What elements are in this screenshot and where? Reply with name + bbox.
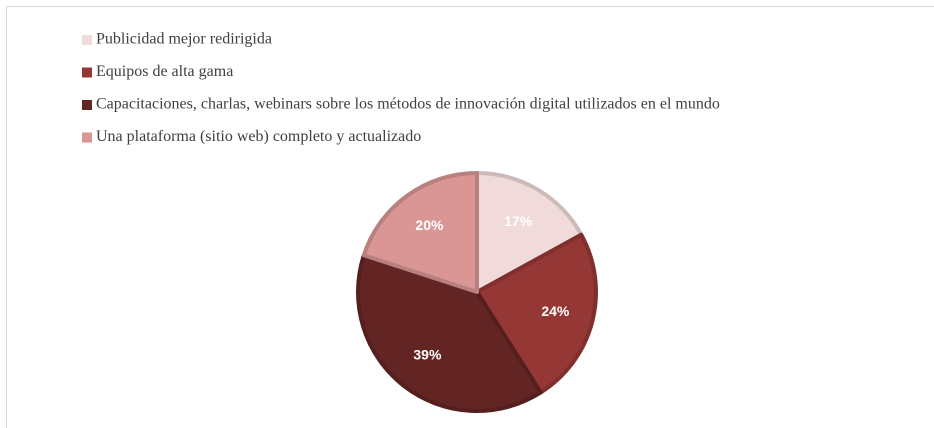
data-label: 24% <box>541 303 570 319</box>
legend-label: Capacitaciones, charlas, webinars sobre … <box>96 96 720 113</box>
pie-slice <box>475 232 598 395</box>
pie-slice <box>361 171 479 294</box>
legend-swatch <box>82 132 92 143</box>
legend-swatch <box>82 67 92 78</box>
legend-label: Equipos de alta gama <box>96 63 233 80</box>
legend-label: Publicidad mejor redirigida <box>96 31 272 48</box>
pie-slice <box>356 253 543 413</box>
legend-swatch <box>82 35 92 45</box>
data-label: 39% <box>413 347 442 363</box>
legend-label: Una plataforma (sitio web) completo y ac… <box>96 128 421 145</box>
pie-slice <box>475 171 584 294</box>
legend-swatch <box>82 100 92 110</box>
data-label: 17% <box>504 213 533 229</box>
data-label: 20% <box>415 217 444 233</box>
